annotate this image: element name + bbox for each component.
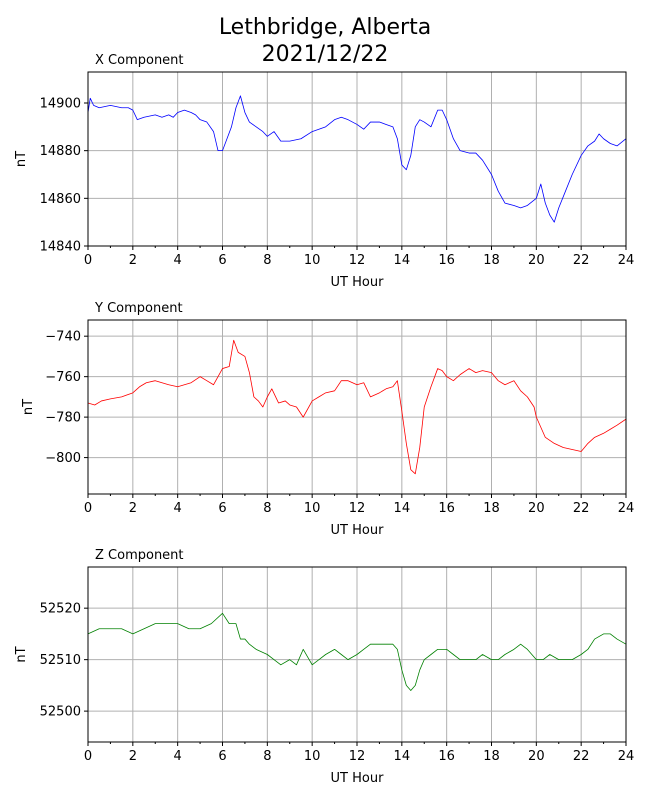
- z-x-tick-label: 4: [174, 749, 182, 764]
- z-x-tick-label: 20: [528, 749, 545, 764]
- z-x-tick-label: 12: [349, 749, 366, 764]
- x-x-tick-label: 14: [394, 253, 411, 268]
- y-x-tick-label: 10: [304, 501, 321, 516]
- x-x-tick-label: 12: [349, 253, 366, 268]
- z-y-tick-label: 52500: [40, 705, 81, 720]
- z-x-tick-label: 10: [304, 749, 321, 764]
- y-y-tick-label: −780: [45, 411, 81, 426]
- z-x-tick-label: 18: [483, 749, 500, 764]
- y-x-tick-label: 12: [349, 501, 366, 516]
- x-panel-title: X Component: [95, 53, 184, 68]
- z-x-tick-label: 22: [573, 749, 590, 764]
- z-x-tick-label: 6: [218, 749, 226, 764]
- z-series-line: [87, 612, 627, 691]
- z-y-tick-label: 52520: [40, 602, 81, 617]
- x-x-tick-label: 8: [263, 253, 271, 268]
- y-y-tick-label: −760: [45, 370, 81, 385]
- x-y-axis-label: nT: [14, 151, 29, 167]
- z-x-tick-label: 8: [263, 749, 271, 764]
- x-x-tick-label: 6: [218, 253, 226, 268]
- y-x-tick-label: 18: [483, 501, 500, 516]
- z-x-axis-label: UT Hour: [331, 771, 385, 786]
- z-x-tick-label: 2: [129, 749, 137, 764]
- x-x-axis-label: UT Hour: [331, 275, 385, 290]
- x-x-tick-label: 24: [618, 253, 635, 268]
- x-x-tick-label: 10: [304, 253, 321, 268]
- z-x-tick-label: 16: [438, 749, 455, 764]
- y-x-tick-label: 8: [263, 501, 271, 516]
- figure-title-line2: 2021/12/22: [262, 42, 389, 67]
- z-y-axis-label: nT: [14, 646, 29, 662]
- x-y-tick-label: 14900: [40, 96, 81, 111]
- x-x-tick-label: 0: [84, 253, 92, 268]
- z-panel-title: Z Component: [95, 548, 184, 563]
- y-y-tick-label: −740: [45, 330, 81, 345]
- x-x-tick-label: 18: [483, 253, 500, 268]
- x-y-tick-label: 14840: [40, 240, 81, 255]
- x-series-line: [87, 95, 627, 223]
- y-x-tick-label: 22: [573, 501, 590, 516]
- x-y-tick-label: 14880: [40, 144, 81, 159]
- z-x-tick-label: 24: [618, 749, 635, 764]
- x-x-tick-label: 4: [174, 253, 182, 268]
- y-y-axis-label: nT: [21, 399, 36, 415]
- y-x-tick-label: 2: [129, 501, 137, 516]
- y-x-tick-label: 6: [218, 501, 226, 516]
- y-panel-title: Y Component: [94, 301, 183, 316]
- y-x-axis-label: UT Hour: [331, 523, 385, 538]
- x-x-tick-label: 20: [528, 253, 545, 268]
- x-x-tick-label: 22: [573, 253, 590, 268]
- y-x-tick-label: 0: [84, 501, 92, 516]
- y-x-tick-label: 20: [528, 501, 545, 516]
- z-x-tick-label: 14: [394, 749, 411, 764]
- x-y-tick-label: 14860: [40, 192, 81, 207]
- y-x-tick-label: 4: [174, 501, 182, 516]
- y-series-line: [87, 339, 627, 475]
- z-y-tick-label: 52510: [40, 653, 81, 668]
- x-x-tick-label: 2: [129, 253, 137, 268]
- y-x-tick-label: 16: [438, 501, 455, 516]
- y-y-tick-label: −800: [45, 451, 81, 466]
- y-x-tick-label: 24: [618, 501, 635, 516]
- x-x-tick-label: 16: [438, 253, 455, 268]
- y-x-tick-label: 14: [394, 501, 411, 516]
- z-x-tick-label: 0: [84, 749, 92, 764]
- figure-title-line1: Lethbridge, Alberta: [219, 15, 431, 40]
